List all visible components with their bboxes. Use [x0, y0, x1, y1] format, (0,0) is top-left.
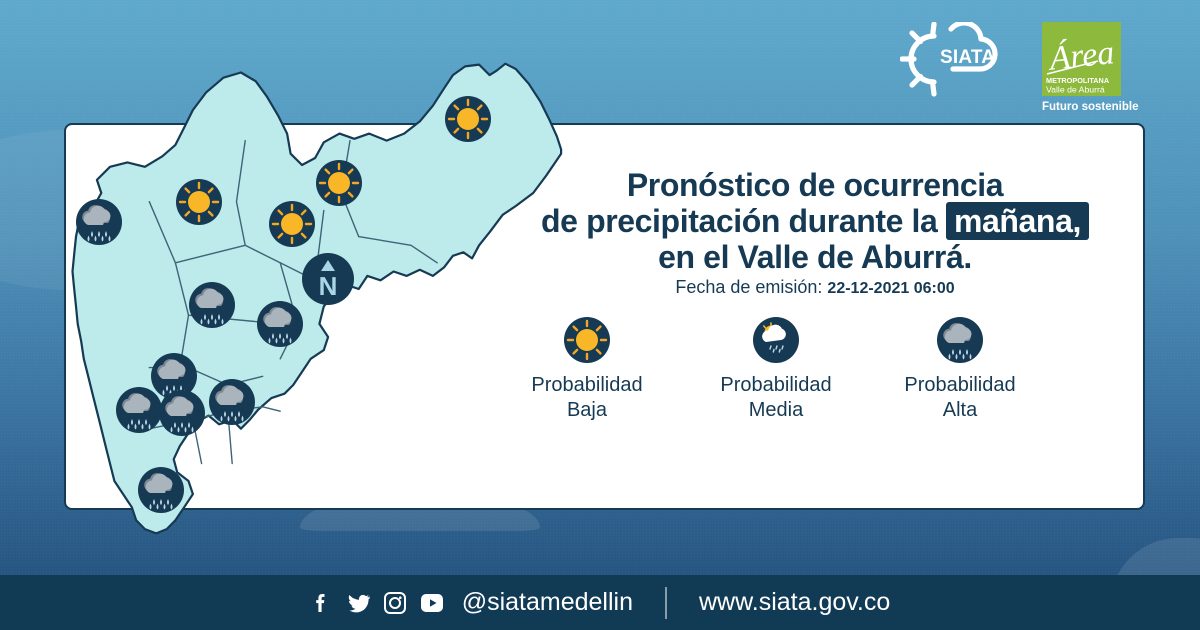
svg-text:Futuro sostenible: Futuro sostenible — [1042, 101, 1138, 113]
svg-text:SIATA: SIATA — [940, 47, 995, 68]
svg-text:Valle de Aburrá: Valle de Aburrá — [1046, 85, 1105, 95]
svg-text:N: N — [319, 271, 338, 301]
